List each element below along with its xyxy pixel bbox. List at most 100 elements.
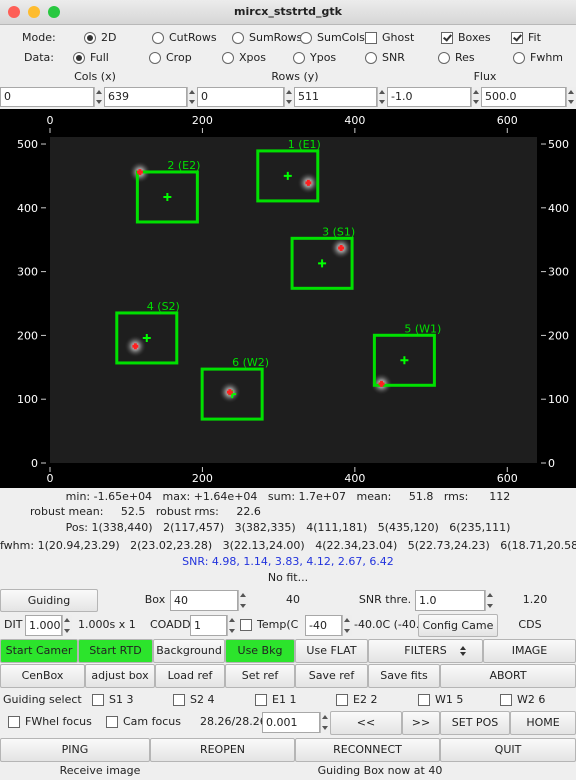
label: 1.20 [505,592,565,608]
label: DIT [4,617,22,633]
text-entry[interactable]: 0.001 [262,712,320,733]
box-label: 2 (E2) [167,159,200,172]
radio-button[interactable] [365,52,377,64]
checkbox[interactable] [240,619,252,631]
label: Temp(C [257,617,298,633]
text-entry[interactable]: 1.000 [25,615,62,636]
label: 28.26/28.26 [200,714,267,730]
button[interactable]: FILTERS [368,639,483,663]
button[interactable]: Save fits [368,664,440,688]
label: Pos: 1(338,440) 2(117,457) 3(382,335) 4(… [0,520,576,536]
button[interactable]: QUIT [440,738,576,762]
label: fwhm: 1(20.94,23.29) 2(23.02,23.28) 3(22… [0,538,576,554]
text-entry[interactable]: 40 [170,590,238,611]
label: Ypos [310,50,336,66]
button[interactable]: ABORT [440,664,576,688]
label: W1 5 [435,692,463,708]
button[interactable]: Set ref [225,664,295,688]
text-entry[interactable]: 0 [0,87,94,107]
label: 2D [101,30,116,46]
radio-button[interactable] [149,52,161,64]
checkbox[interactable] [173,694,185,706]
y-tick-label: 400 [548,202,569,215]
spin-down [487,604,493,608]
label: No fit... [0,570,576,586]
button[interactable]: Use FLAT [295,639,368,663]
x-tick-label: 0 [47,472,54,485]
text-entry[interactable]: 0 [197,87,284,107]
label: SumRows [249,30,302,46]
button[interactable]: adjust box [85,664,155,688]
radio-button[interactable] [300,32,312,44]
label: Data: [24,50,54,66]
label: COADD [150,617,191,633]
radio-button[interactable] [438,52,450,64]
spin-down [473,100,479,104]
button[interactable]: Use Bkg [225,639,295,663]
radio-button[interactable] [232,32,244,44]
label: Fwhm [530,50,563,66]
button[interactable]: Load ref [155,664,225,688]
text-entry[interactable]: 500.0 [481,87,566,107]
button[interactable]: IMAGE [483,639,576,663]
label: Res [455,50,475,66]
button[interactable]: SET POS [440,711,510,735]
text-entry[interactable]: -1.0 [387,87,471,107]
label: -40.0C (-40.0 [354,617,418,633]
checkbox[interactable] [365,32,377,44]
button[interactable]: PING [0,738,150,762]
text-entry[interactable]: 639 [104,87,187,107]
radio-dot [87,35,93,41]
button[interactable]: Guiding [0,589,98,612]
button[interactable]: << [330,711,402,735]
image-area [50,137,537,463]
button[interactable]: Config Came [418,614,498,637]
label: Cols (x) [45,69,145,85]
x-tick-label: 400 [344,114,365,127]
text-entry[interactable]: 1 [190,615,227,636]
radio-button[interactable] [222,52,234,64]
x-tick-label: 200 [192,114,213,127]
spin-down [322,726,328,730]
text-entry[interactable]: -40 [305,615,342,636]
radio-button[interactable] [293,52,305,64]
checkbox[interactable] [8,716,20,728]
spin-down [189,100,195,104]
spin-down [286,100,292,104]
label: E2 2 [353,692,377,708]
button[interactable]: CenBox [0,664,85,688]
y-tick-label: 0 [548,457,555,470]
x-tick-label: 0 [47,114,54,127]
spin-down [240,604,246,608]
checkbox[interactable] [418,694,430,706]
radio-button[interactable] [513,52,525,64]
label: Ghost [382,30,414,46]
checkbox[interactable] [255,694,267,706]
button[interactable]: Start Camer [0,639,78,663]
combo-arrow [460,646,466,650]
box-label: 4 (S2) [147,300,180,313]
x-tick-label: 600 [497,472,518,485]
radio-button[interactable] [152,32,164,44]
window-title: mircx_ststrtd_gtk [0,4,576,20]
text-entry[interactable]: 1.0 [415,590,485,611]
checkbox[interactable] [92,694,104,706]
button[interactable]: Background [153,639,225,663]
checkbox[interactable] [106,716,118,728]
button[interactable]: Start RTD [78,639,153,663]
checkbox[interactable] [336,694,348,706]
label: SumCols [317,30,365,46]
button[interactable]: RECONNECT [295,738,440,762]
button[interactable]: HOME [510,711,576,735]
button[interactable]: REOPEN [150,738,295,762]
label: Fit [528,30,541,46]
button[interactable]: Save ref [295,664,368,688]
text-entry[interactable]: 511 [294,87,377,107]
label: S2 4 [190,692,214,708]
button[interactable]: >> [402,711,440,735]
checkbox[interactable] [500,694,512,706]
spin-up [487,593,493,597]
label: Cam focus [123,714,181,730]
box-label: 6 (W2) [232,356,269,369]
